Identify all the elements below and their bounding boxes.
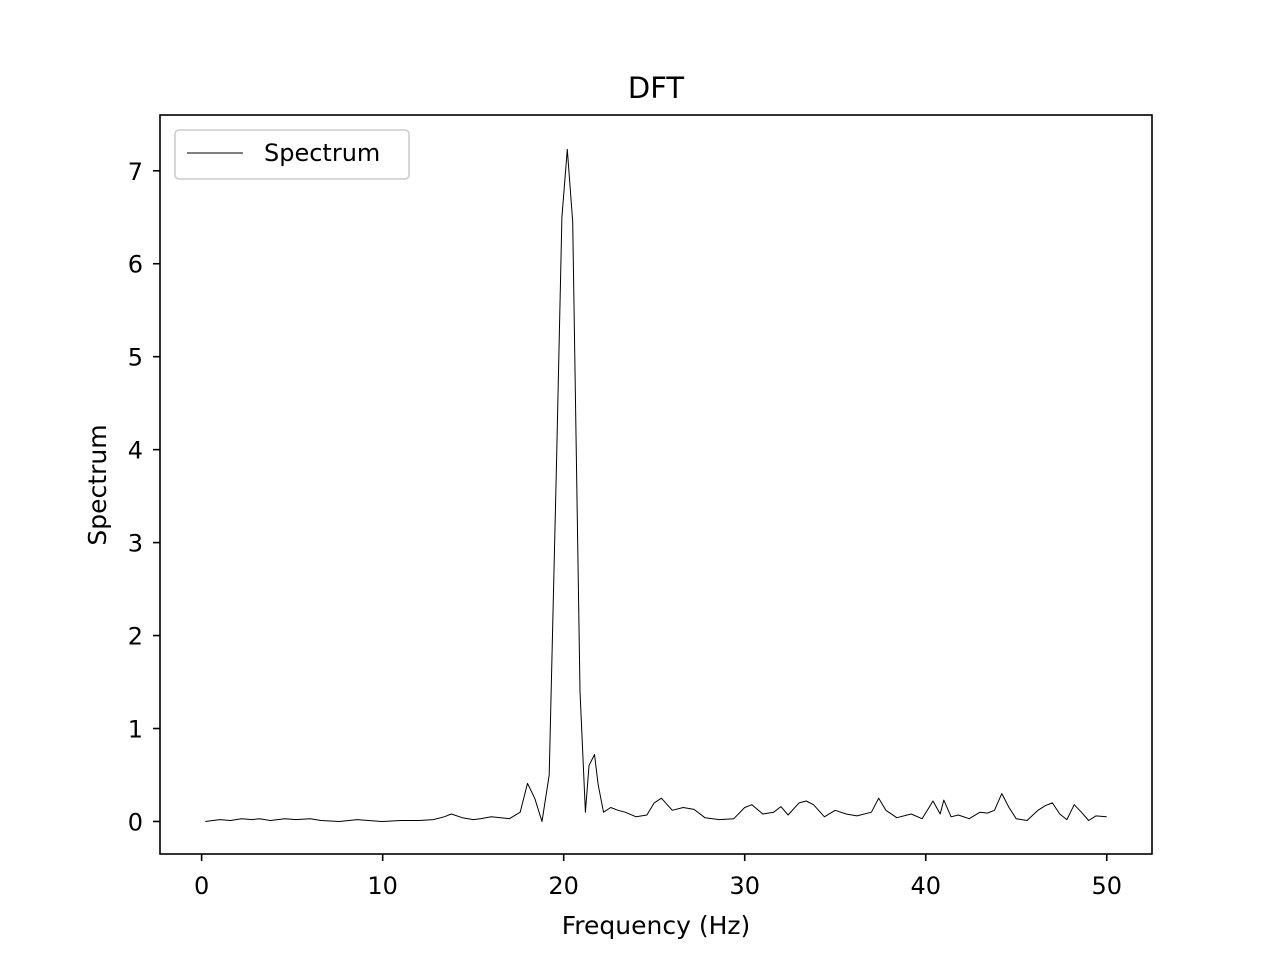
y-tick-label: 5 [128,344,143,372]
plot-area [205,148,1107,822]
y-axis: 0 1 2 3 4 5 6 7 [128,158,160,836]
y-axis-label: Spectrum [83,424,112,545]
x-tick-label: 50 [1091,872,1122,900]
x-tick-label: 20 [548,872,579,900]
y-tick-label: 4 [128,437,143,465]
legend: Spectrum [174,129,410,180]
x-axis: 0 10 20 30 40 50 [194,854,1122,900]
chart-title: DFT [628,71,685,105]
y-tick-label: 0 [128,808,143,836]
x-tick-label: 0 [194,872,209,900]
series-line-spectrum [205,148,1107,822]
x-tick-label: 40 [910,872,941,900]
legend-entry-spectrum: Spectrum [264,139,380,167]
x-tick-label: 10 [367,872,398,900]
x-axis-label: Frequency (Hz) [562,911,751,940]
y-tick-label: 1 [128,716,143,744]
y-tick-label: 7 [128,158,143,186]
y-tick-label: 6 [128,251,143,279]
legend-box [174,129,410,180]
y-tick-label: 2 [128,623,143,651]
x-tick-label: 30 [729,872,760,900]
y-tick-label: 3 [128,530,143,558]
axes-frame [159,114,1153,855]
